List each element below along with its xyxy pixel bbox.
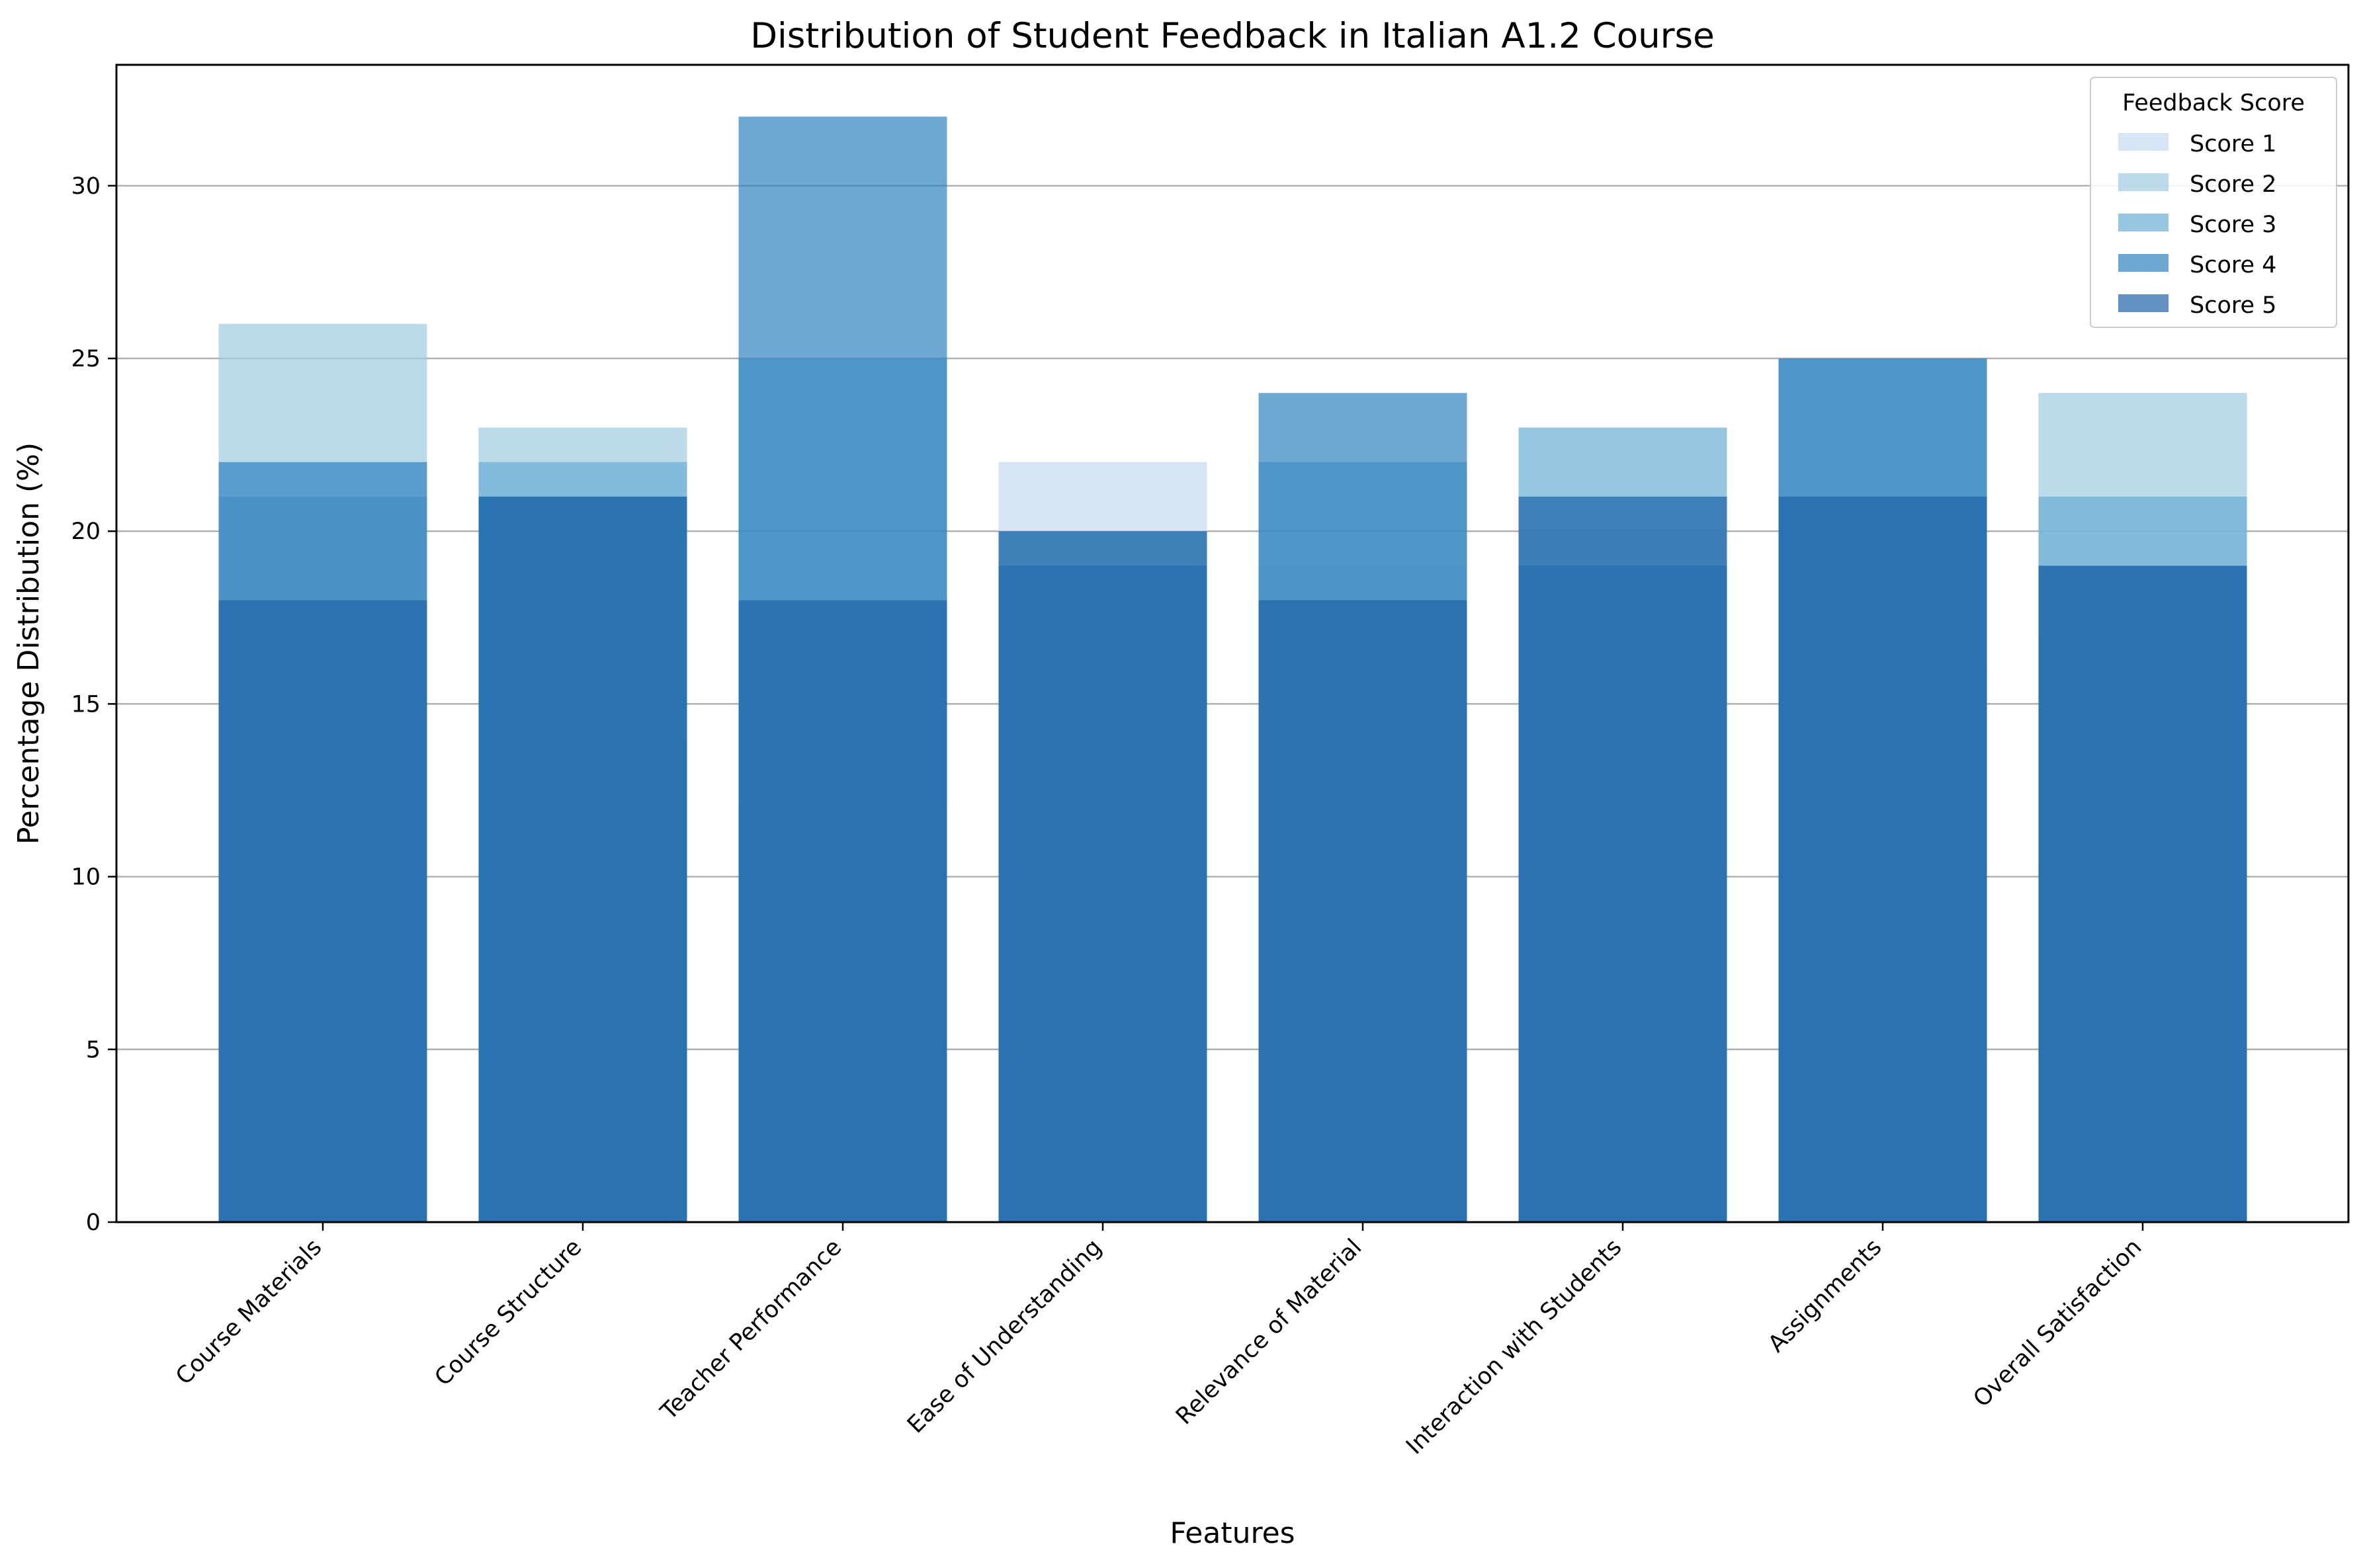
bars (218, 116, 2247, 1223)
bar-score-5-1 (478, 496, 687, 1222)
legend-swatch (2118, 133, 2169, 151)
y-tick-label: 0 (86, 1210, 101, 1236)
y-tick-label: 30 (71, 173, 101, 200)
legend-items: Score 1 Score 2 Score 3 Score 4 Score 5 (2118, 131, 2276, 319)
bar-score-5-3 (998, 531, 1207, 1222)
plot-frame (115, 63, 2350, 1223)
x-axis-title: Features (1170, 1516, 1295, 1550)
y-axis-ticks: 0 5 10 15 20 25 30 (71, 173, 116, 1236)
y-axis-title: Percentage Distribution (%) (12, 442, 46, 845)
legend-label: Score 3 (2190, 212, 2276, 238)
legend-label: Score 2 (2190, 171, 2276, 198)
bar-score-5-6 (1778, 496, 1987, 1222)
bar-score-5-2 (738, 600, 947, 1222)
legend-label: Score 1 (2190, 131, 2276, 157)
legend-label: Score 5 (2190, 292, 2276, 319)
legend-swatch (2118, 294, 2169, 312)
bar-score-5-4 (1258, 600, 1467, 1222)
chart-title: Distribution of Student Feedback in Ital… (750, 16, 1715, 56)
bar-score-5-0 (218, 600, 427, 1222)
legend-swatch (2118, 254, 2169, 272)
y-tick-label: 20 (71, 518, 101, 545)
y-tick-label: 25 (71, 346, 101, 372)
y-tick-label: 5 (86, 1037, 101, 1063)
legend-label: Score 4 (2190, 252, 2276, 278)
y-tick-label: 10 (71, 864, 101, 891)
legend-swatch (2118, 214, 2169, 231)
bar-score-5-7 (2038, 565, 2247, 1222)
bar-score-5-5 (1518, 496, 1727, 1222)
legend-title: Feedback Score (2122, 90, 2305, 116)
legend-swatch (2118, 173, 2169, 191)
y-tick-label: 15 (71, 691, 101, 718)
